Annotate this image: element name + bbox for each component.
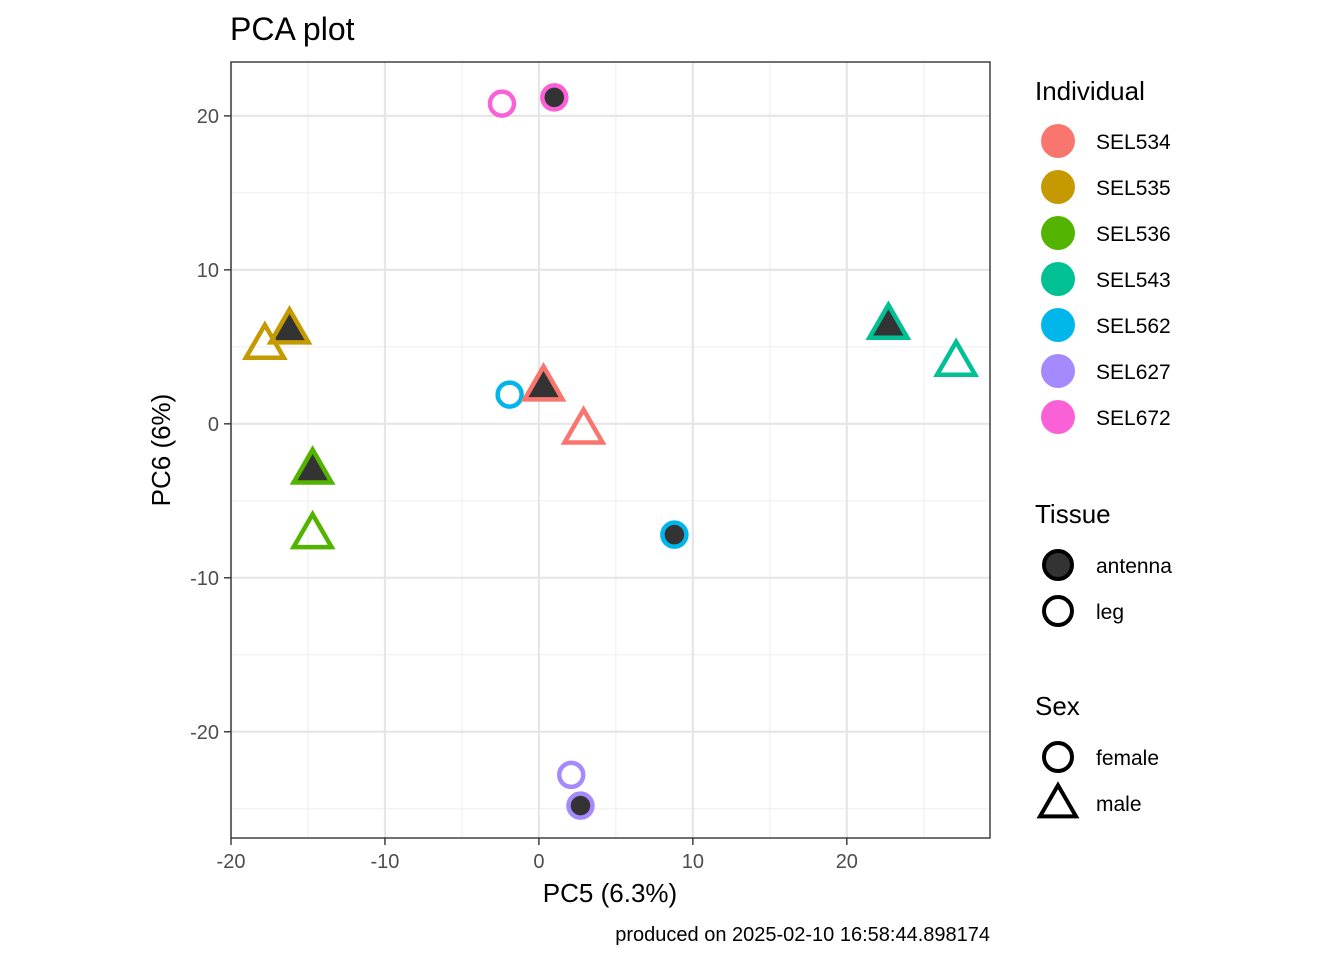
legend-key-swatch xyxy=(1041,124,1075,158)
point-sel562-leg xyxy=(495,380,524,409)
point-sel534-antenna xyxy=(520,361,567,402)
legend-title: Sex xyxy=(1035,691,1080,721)
legend-key-swatch xyxy=(1041,262,1075,296)
y-tick-label: 10 xyxy=(197,260,219,282)
point-sel536-antenna xyxy=(289,445,336,485)
legend-key-fill xyxy=(1042,549,1074,581)
point-sel535-antenna xyxy=(266,304,313,345)
legend-key-circle xyxy=(1042,741,1074,773)
legend-label: SEL534 xyxy=(1096,131,1171,154)
caption: produced on 2025-02-10 16:58:44.898174 xyxy=(615,924,990,946)
x-tick-label: 10 xyxy=(682,851,704,873)
x-tick-label: 20 xyxy=(836,851,858,873)
legend-label: SEL536 xyxy=(1096,223,1171,246)
legend-key-swatch xyxy=(1041,400,1075,434)
legend-label: SEL535 xyxy=(1096,177,1171,200)
x-tick-label: -20 xyxy=(217,851,246,873)
legend-individual: Individual SEL534 SEL535 SEL536 SEL543 SEL562… xyxy=(1035,76,1171,434)
point-sel543-leg xyxy=(933,337,980,377)
point-sel562-antenna xyxy=(660,520,689,549)
legend-key-swatch xyxy=(1041,216,1075,250)
legend-label: SEL627 xyxy=(1096,361,1171,384)
point-sel535-leg xyxy=(241,320,288,361)
y-axis-title: PC6 (6%) xyxy=(146,394,176,507)
legend-sex: Sex female male xyxy=(1035,691,1159,819)
legend-title: Individual xyxy=(1035,76,1145,106)
legend-label: male xyxy=(1096,793,1142,816)
y-tick-label: 0 xyxy=(208,414,219,436)
y-tick-label: 20 xyxy=(197,106,219,128)
point-sel627-leg xyxy=(556,760,586,790)
x-axis-title: PC5 (6.3%) xyxy=(543,878,677,908)
x-tick-label: 0 xyxy=(533,851,544,873)
legend-label: female xyxy=(1096,747,1159,770)
x-tick-label: -10 xyxy=(371,851,400,873)
point-sel534-leg xyxy=(560,405,607,445)
legend-tissue: Tissue antenna leg xyxy=(1035,499,1172,627)
legend-key-swatch xyxy=(1041,354,1075,388)
point-sel672-antenna xyxy=(540,83,569,112)
x-axis-ticks: -20 -10 0 10 20 xyxy=(217,838,858,873)
legend-key-triangle xyxy=(1036,781,1080,819)
legend-label: antenna xyxy=(1096,555,1172,578)
legends: Individual SEL534 SEL535 SEL536 SEL543 SEL562… xyxy=(1035,76,1172,819)
chart-title: PCA plot xyxy=(230,11,355,47)
legend-key-fill xyxy=(1042,595,1074,627)
point-sel627-antenna xyxy=(566,791,595,820)
point-sel672-leg xyxy=(487,89,517,118)
point-sel543-antenna xyxy=(865,300,912,341)
legend-label: SEL672 xyxy=(1096,407,1171,430)
legend-label: SEL543 xyxy=(1096,269,1171,292)
panel-background xyxy=(231,62,990,838)
legend-label: SEL562 xyxy=(1096,315,1171,338)
legend-key-swatch xyxy=(1041,308,1075,342)
y-tick-label: -20 xyxy=(190,722,219,744)
plot-panel-border xyxy=(230,61,991,839)
plot-panel xyxy=(231,62,990,838)
y-axis-ticks: -20 -10 0 10 20 xyxy=(190,106,231,744)
legend-key-swatch xyxy=(1041,170,1075,204)
y-tick-label: -10 xyxy=(190,568,219,590)
legend-title: Tissue xyxy=(1035,499,1111,529)
data-points xyxy=(241,83,980,820)
legend-label: leg xyxy=(1096,601,1124,624)
point-sel536-leg xyxy=(289,509,336,550)
